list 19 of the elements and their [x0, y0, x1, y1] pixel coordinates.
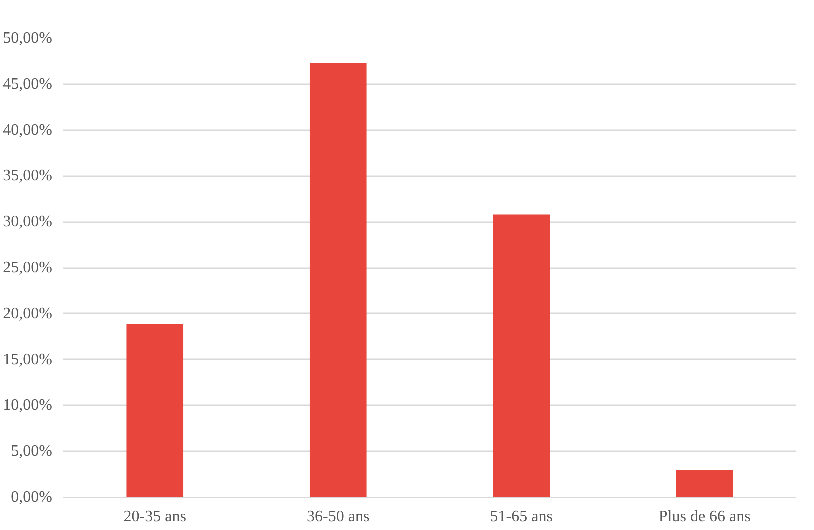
- bar: [493, 214, 550, 498]
- y-tick-label: 30,00%: [3, 214, 52, 231]
- y-tick-label: 35,00%: [3, 168, 52, 185]
- y-tick-label: 5,00%: [11, 443, 52, 460]
- y-tick-label: 20,00%: [3, 305, 52, 322]
- y-tick-label: 45,00%: [3, 76, 52, 93]
- y-tick-label: 15,00%: [3, 351, 52, 368]
- y-tick-label: 10,00%: [3, 397, 52, 414]
- x-tick-label: Plus de 66 ans: [658, 508, 751, 526]
- bar: [676, 470, 734, 498]
- x-tick-label: 51-65 ans: [490, 508, 553, 526]
- y-tick-label: 0,00%: [11, 489, 52, 506]
- y-tick-label: 25,00%: [3, 260, 52, 276]
- x-tick-label: 20-35 ans: [124, 508, 186, 526]
- y-tick-label: 50,00%: [3, 30, 52, 47]
- bar: [126, 324, 184, 498]
- x-tick-label: 36-50 ans: [307, 508, 370, 526]
- y-tick-label: 40,00%: [3, 122, 52, 139]
- bar: [310, 63, 367, 498]
